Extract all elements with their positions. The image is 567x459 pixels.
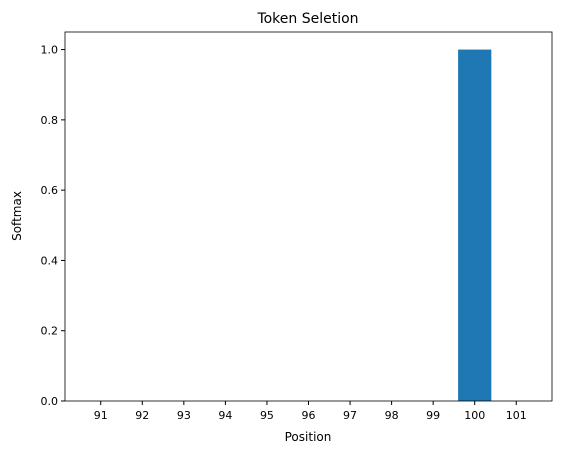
x-tick-label: 101: [506, 409, 527, 422]
chart-title: Token Seletion: [256, 11, 358, 27]
plot-frame: [64, 31, 553, 402]
y-tick-label: 0.8: [41, 114, 59, 127]
y-tick-label: 0.2: [41, 325, 59, 338]
x-tick-label: 97: [343, 409, 357, 422]
x-tick-label: 92: [135, 409, 149, 422]
x-tick-label: 91: [94, 409, 108, 422]
y-tick-label: 0.4: [41, 254, 59, 267]
x-tick-label: 93: [177, 409, 191, 422]
y-tick-label: 0.6: [41, 184, 59, 197]
x-tick-label: 98: [385, 409, 399, 422]
x-tick-label: 95: [260, 409, 274, 422]
x-axis-label: Position: [285, 430, 332, 444]
y-tick-label: 1.0: [41, 44, 59, 57]
y-tick-label: 0.0: [41, 395, 59, 408]
y-axis-label: Softmax: [10, 191, 24, 241]
x-tick-label: 96: [302, 409, 316, 422]
x-tick-label: 99: [426, 409, 440, 422]
bar: [458, 49, 492, 401]
x-tick-label: 94: [218, 409, 232, 422]
x-tick-label: 100: [464, 409, 485, 422]
